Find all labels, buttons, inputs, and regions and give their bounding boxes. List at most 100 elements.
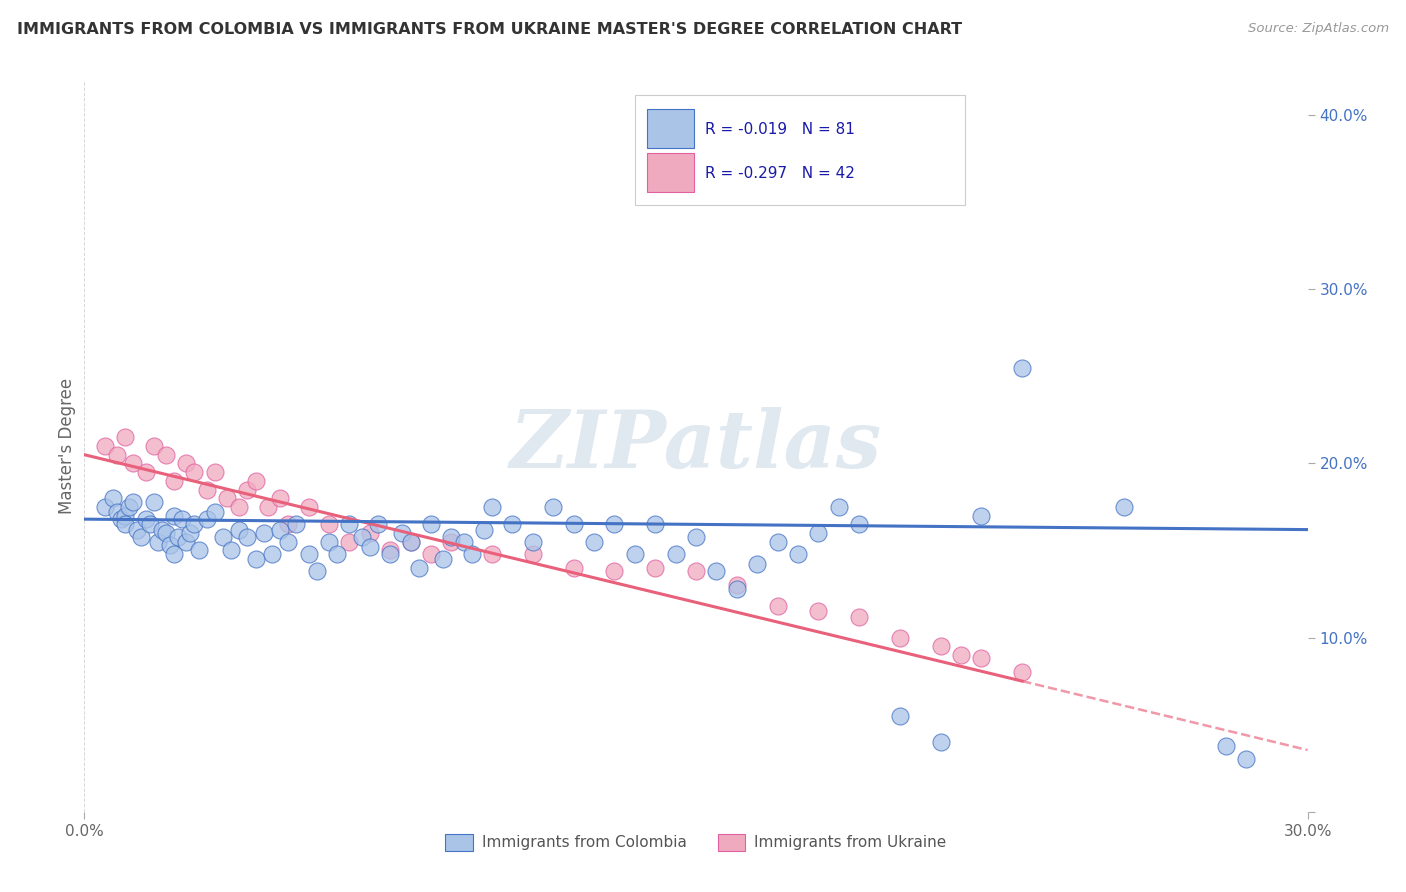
FancyBboxPatch shape [636, 95, 965, 204]
Point [245, 552, 267, 566]
Point [706, 565, 728, 579]
Point [543, 500, 565, 514]
Point [807, 526, 830, 541]
Point [236, 483, 259, 497]
Legend: Immigrants from Colombia, Immigrants from Ukraine: Immigrants from Colombia, Immigrants fro… [439, 828, 953, 856]
Point [339, 517, 361, 532]
Point [399, 534, 422, 549]
Point [603, 565, 626, 579]
Point [118, 500, 141, 514]
Y-axis label: Master's Degree: Master's Degree [58, 378, 76, 514]
Point [163, 547, 186, 561]
Point [122, 457, 145, 471]
Point [1114, 500, 1136, 514]
Point [318, 534, 340, 549]
Point [187, 543, 209, 558]
Point [950, 648, 973, 662]
Point [217, 491, 239, 506]
Point [142, 439, 165, 453]
Point [183, 465, 205, 479]
FancyBboxPatch shape [647, 109, 693, 148]
Point [453, 534, 475, 549]
Point [828, 500, 851, 514]
Text: Source: ZipAtlas.com: Source: ZipAtlas.com [1249, 22, 1389, 36]
Point [138, 517, 160, 532]
Point [432, 552, 454, 566]
Point [142, 494, 165, 508]
Point [1215, 739, 1237, 753]
Point [399, 534, 422, 549]
Point [219, 543, 242, 558]
Point [179, 526, 201, 541]
Text: R = -0.297   N = 42: R = -0.297 N = 42 [704, 166, 855, 181]
Point [183, 517, 205, 532]
Point [135, 512, 157, 526]
Point [155, 526, 177, 541]
Point [298, 547, 321, 561]
Point [481, 547, 503, 561]
Point [747, 558, 769, 572]
Point [253, 526, 276, 541]
Point [101, 491, 124, 506]
Point [114, 508, 136, 523]
Point [257, 500, 280, 514]
FancyBboxPatch shape [647, 153, 693, 192]
Point [236, 530, 259, 544]
Point [685, 530, 707, 544]
Point [195, 483, 218, 497]
Point [929, 640, 952, 654]
Point [665, 547, 688, 561]
Point [420, 517, 443, 532]
Point [204, 465, 226, 479]
Point [644, 561, 666, 575]
Point [163, 474, 186, 488]
Point [105, 448, 128, 462]
Point [131, 530, 153, 544]
Point [583, 534, 606, 549]
Point [1011, 360, 1033, 375]
Point [725, 578, 748, 592]
Point [93, 500, 115, 514]
Point [970, 508, 993, 523]
Point [285, 517, 308, 532]
Point [114, 430, 136, 444]
Point [685, 565, 707, 579]
Point [167, 530, 190, 544]
Point [359, 540, 381, 554]
Point [380, 543, 402, 558]
Point [359, 526, 381, 541]
Point [163, 508, 186, 523]
Point [146, 534, 169, 549]
Point [174, 534, 197, 549]
Point [204, 505, 226, 519]
Point [114, 517, 136, 532]
Point [408, 561, 430, 575]
Point [277, 517, 299, 532]
Point [269, 523, 291, 537]
Point [420, 547, 443, 561]
Point [305, 565, 328, 579]
Point [127, 523, 149, 537]
Point [848, 609, 870, 624]
Point [150, 523, 173, 537]
Point [889, 631, 911, 645]
Point [350, 530, 373, 544]
Point [367, 517, 389, 532]
Point [766, 534, 789, 549]
Point [440, 530, 463, 544]
Point [787, 547, 810, 561]
Point [472, 523, 495, 537]
Point [603, 517, 626, 532]
Point [725, 582, 748, 596]
Point [339, 534, 361, 549]
Point [159, 538, 181, 552]
Point [326, 547, 349, 561]
Point [889, 709, 911, 723]
Point [391, 526, 413, 541]
Point [110, 512, 132, 526]
Point [245, 474, 267, 488]
Point [502, 517, 524, 532]
Point [461, 547, 484, 561]
Point [228, 500, 250, 514]
Point [93, 439, 115, 453]
